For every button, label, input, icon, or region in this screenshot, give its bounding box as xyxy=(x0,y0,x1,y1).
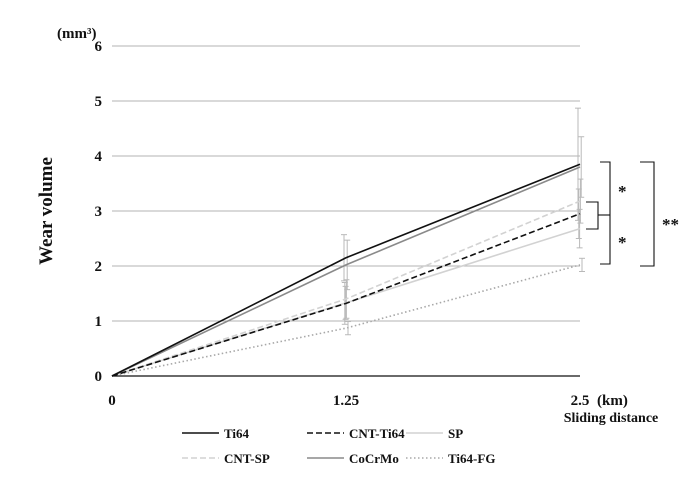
significance-star-upper: * xyxy=(618,182,627,201)
y-unit-label: (mm³) xyxy=(57,26,96,42)
legend-label: Ti64-FG xyxy=(448,451,495,466)
y-tick-label: 6 xyxy=(95,39,103,55)
y-tick-label: 4 xyxy=(95,149,103,165)
significance-double-star: ** xyxy=(662,215,679,234)
x-axis-label: Sliding distance xyxy=(564,411,659,426)
legend-label: CNT-Ti64 xyxy=(349,426,405,441)
series-line-cocrmo xyxy=(111,166,581,377)
x-tick-label: 0 xyxy=(108,393,116,409)
bracket-upper xyxy=(600,161,611,265)
error-bars xyxy=(341,107,585,336)
x-tick-label: 2.5 xyxy=(571,393,590,409)
y-tick-label: 1 xyxy=(95,314,103,330)
y-tick-labels: 0 1 2 3 4 5 6 xyxy=(95,39,103,385)
significance-brackets xyxy=(586,161,655,267)
bracket-outer xyxy=(640,161,655,267)
y-axis-label: Wear volume xyxy=(36,157,57,265)
legend-label: CoCrMo xyxy=(349,451,399,466)
series-lines xyxy=(111,163,581,377)
y-tick-label: 3 xyxy=(95,204,103,220)
bracket-inner-upper xyxy=(586,201,599,230)
x-unit-label: (km) xyxy=(597,393,628,409)
y-tick-label: 5 xyxy=(95,94,103,110)
grid-lines xyxy=(112,45,580,322)
series-line-cnt-sp xyxy=(111,200,581,377)
significance-star-lower: * xyxy=(618,233,627,252)
legend-label: CNT-SP xyxy=(224,451,270,466)
legend-label: SP xyxy=(448,426,463,441)
series-line-cnt-ti64 xyxy=(111,213,581,377)
series-line-ti64-fg xyxy=(111,264,581,377)
legend: Ti64 CNT-Ti64 SP CNT-SP CoCrMo Ti64-FG xyxy=(182,426,495,466)
y-tick-label: 0 xyxy=(95,369,103,385)
legend-label: Ti64 xyxy=(224,426,250,441)
x-tick-label: 1.25 xyxy=(333,393,359,409)
x-tick-labels: 0 1.25 2.5 xyxy=(108,393,589,409)
series-line-ti64 xyxy=(111,163,581,377)
y-tick-label: 2 xyxy=(95,259,103,275)
